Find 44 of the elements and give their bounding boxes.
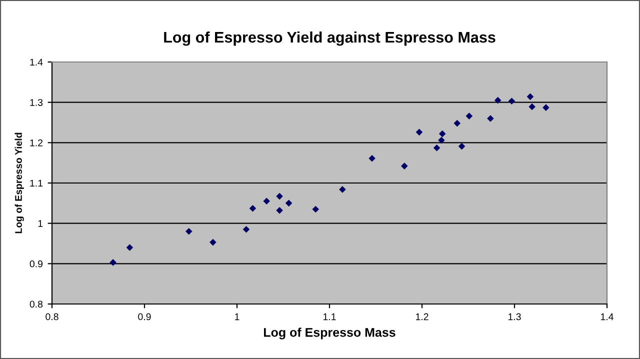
point <box>126 244 134 251</box>
point <box>494 96 502 104</box>
x-tick-label: 0.9 <box>138 313 151 320</box>
x-tick-label: 0.8 <box>46 313 58 320</box>
x-tick-label: 1.1 <box>323 313 336 320</box>
y-tick-label: 1.2 <box>30 139 42 146</box>
point <box>339 186 346 193</box>
point <box>454 120 461 127</box>
y-tick-label: 1.1 <box>30 180 42 187</box>
point <box>210 238 216 246</box>
chart-title: Log of Espresso Yield against Espresso Mass <box>164 31 496 46</box>
point <box>312 206 320 213</box>
y-tick-label: 1.4 <box>30 58 43 66</box>
x-tick-label: 1.4 <box>600 313 614 320</box>
point <box>276 207 283 214</box>
point <box>526 93 534 100</box>
x-tick-label: 1.3 <box>508 313 521 320</box>
point <box>528 103 536 110</box>
y-tick-label: 1 <box>38 220 42 227</box>
point <box>110 259 116 266</box>
point <box>438 130 446 138</box>
x-tick-label: 1.2 <box>416 313 428 320</box>
point <box>249 205 256 212</box>
y-tick-label: 1.3 <box>30 99 43 106</box>
y-tick-label: 0.8 <box>30 300 43 308</box>
point <box>416 128 423 136</box>
point <box>186 228 192 235</box>
y-axis-title: Log of Espresso Yield <box>14 132 24 234</box>
point <box>368 154 376 162</box>
y-tick-label: 0.9 <box>30 260 43 268</box>
x-axis-title: Log of Espresso Mass <box>264 328 396 340</box>
point <box>458 142 466 150</box>
point <box>542 104 550 111</box>
point <box>242 226 250 233</box>
point <box>508 98 516 105</box>
point <box>285 200 292 207</box>
x-tick-label: 1 <box>235 313 240 320</box>
point <box>433 144 440 152</box>
point <box>487 115 494 122</box>
point <box>401 162 408 170</box>
point <box>466 112 473 120</box>
point <box>263 198 270 205</box>
point <box>276 192 283 200</box>
point <box>438 136 445 144</box>
